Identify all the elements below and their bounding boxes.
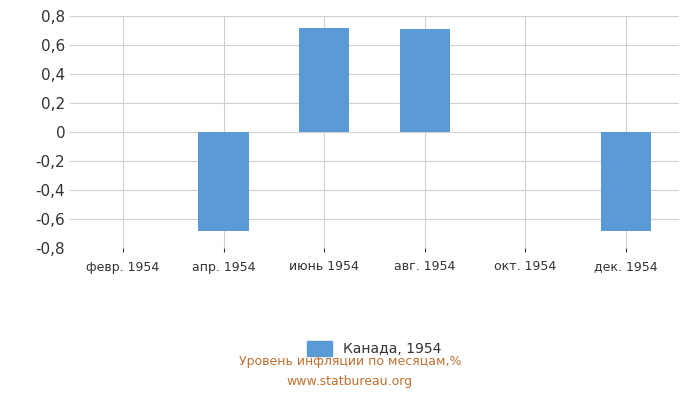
Bar — [299, 28, 349, 132]
Bar — [400, 29, 450, 132]
Legend: Канада, 1954: Канада, 1954 — [302, 336, 447, 362]
Text: Уровень инфляции по месяцам,%: Уровень инфляции по месяцам,% — [239, 356, 461, 368]
Text: www.statbureau.org: www.statbureau.org — [287, 376, 413, 388]
Bar — [601, 132, 651, 230]
Bar — [198, 132, 248, 230]
